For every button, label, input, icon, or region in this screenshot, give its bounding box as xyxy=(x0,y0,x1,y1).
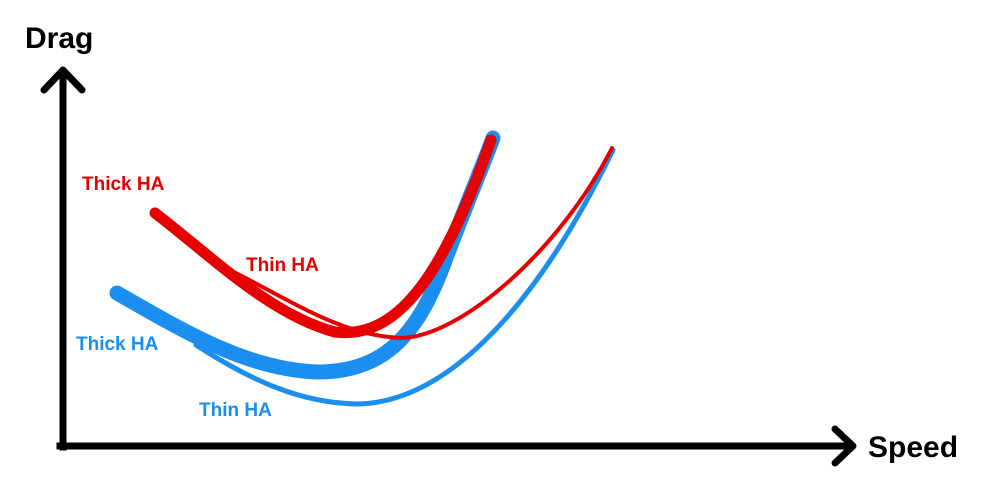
blue-thin-curve xyxy=(193,147,616,407)
y-axis-title: Drag xyxy=(25,22,93,55)
red-thick-curve xyxy=(149,134,497,339)
blue-thick-label: Thick HA xyxy=(76,334,159,355)
red-thin-label: Thin HA xyxy=(246,255,319,276)
x-axis-arrowhead xyxy=(831,425,857,467)
red-thick-label: Thick HA xyxy=(82,174,165,195)
x-axis-title: Speed xyxy=(868,431,958,464)
y-axis-arrowhead xyxy=(40,66,86,94)
axes xyxy=(40,66,857,467)
red-thin-curve xyxy=(228,146,614,340)
blue-thin-label: Thin HA xyxy=(199,400,272,421)
